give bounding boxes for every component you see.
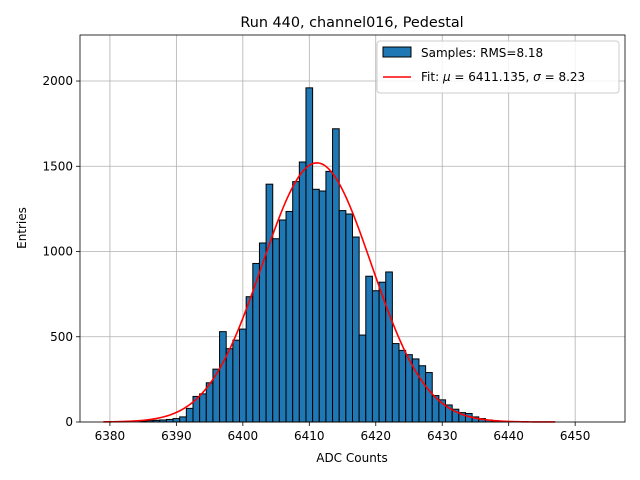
histogram-bar bbox=[172, 418, 181, 423]
x-tick-label: 6440 bbox=[493, 429, 524, 443]
histogram-bar bbox=[318, 190, 327, 423]
chart-title: Run 440, channel016, Pedestal bbox=[240, 15, 463, 31]
histogram-bar bbox=[285, 210, 294, 423]
y-tick-label: 500 bbox=[50, 330, 73, 344]
y-tick-label: 0 bbox=[65, 415, 73, 429]
histogram-bar bbox=[205, 382, 214, 423]
legend-samples-label: Samples: RMS=8.18 bbox=[421, 46, 543, 60]
histogram-bar bbox=[325, 170, 334, 423]
x-tick-label: 6410 bbox=[294, 429, 325, 443]
y-tick-label: 2000 bbox=[42, 74, 73, 88]
histogram-bar bbox=[332, 128, 340, 423]
histogram-bar bbox=[225, 348, 234, 423]
histogram-bar bbox=[292, 181, 300, 423]
fit-curve bbox=[103, 162, 556, 423]
y-tick-label: 1500 bbox=[42, 159, 73, 173]
x-tick-label: 6450 bbox=[560, 429, 591, 443]
x-axis-ticks: 6380 6390 6400 6410 6420 6430 6440 6450 bbox=[95, 422, 591, 443]
x-tick-label: 6380 bbox=[95, 429, 126, 443]
histogram-bar bbox=[365, 275, 373, 423]
histogram-bar bbox=[232, 339, 241, 423]
fit-curve-layer bbox=[103, 162, 556, 423]
histogram-bar bbox=[239, 328, 247, 423]
x-tick-label: 6430 bbox=[427, 429, 458, 443]
histogram-bar bbox=[352, 236, 360, 423]
y-axis-ticks: 0 500 1000 1500 2000 bbox=[42, 74, 80, 429]
histogram-bar bbox=[385, 271, 393, 423]
histogram-bar bbox=[425, 372, 433, 423]
x-axis-label: ADC Counts bbox=[316, 451, 388, 465]
y-tick-label: 1000 bbox=[42, 245, 73, 259]
legend-samples-swatch bbox=[382, 46, 412, 58]
histogram-bar bbox=[345, 213, 354, 423]
x-tick-label: 6400 bbox=[228, 429, 259, 443]
histogram-bar bbox=[185, 407, 194, 423]
x-tick-label: 6390 bbox=[161, 429, 192, 443]
legend: Samples: RMS=8.18 Fit: μ = 6411.135, σ =… bbox=[376, 40, 620, 94]
histogram-bar bbox=[199, 393, 207, 423]
histogram-bar bbox=[391, 343, 400, 423]
histogram-bar bbox=[371, 290, 380, 423]
legend-box bbox=[376, 40, 620, 94]
histogram-bar bbox=[398, 349, 407, 423]
histogram-bar bbox=[338, 210, 347, 423]
histogram-bar bbox=[219, 331, 227, 423]
histogram-bar bbox=[265, 183, 274, 423]
histogram-bar bbox=[312, 188, 320, 423]
plot-area-frame bbox=[79, 34, 626, 423]
histogram-bar bbox=[272, 238, 280, 423]
histogram-bar bbox=[179, 416, 187, 423]
histogram-bar bbox=[245, 296, 254, 423]
y-axis-label: Entries bbox=[15, 207, 29, 249]
legend-fit-label: Fit: μ = 6411.135, σ = 8.23 bbox=[421, 70, 585, 84]
histogram-bars bbox=[139, 87, 513, 423]
histogram-bar bbox=[418, 365, 427, 423]
histogram-bar bbox=[278, 219, 287, 423]
x-tick-label: 6420 bbox=[360, 429, 391, 443]
histogram-bar bbox=[305, 87, 314, 423]
histogram-bar bbox=[358, 334, 367, 423]
histogram-bar bbox=[298, 161, 307, 423]
